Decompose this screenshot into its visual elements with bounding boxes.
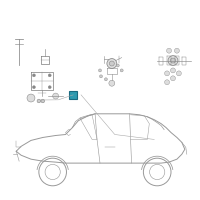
Circle shape: [168, 56, 178, 65]
Circle shape: [165, 71, 170, 76]
Circle shape: [171, 58, 175, 63]
Circle shape: [120, 69, 123, 72]
Circle shape: [174, 48, 179, 53]
Circle shape: [32, 74, 35, 77]
Circle shape: [37, 99, 41, 103]
Bar: [69, 91, 77, 99]
Circle shape: [27, 94, 35, 102]
Circle shape: [41, 99, 45, 103]
Circle shape: [167, 48, 171, 53]
Circle shape: [176, 71, 181, 76]
Circle shape: [48, 86, 51, 89]
Circle shape: [109, 61, 114, 66]
Circle shape: [107, 59, 117, 68]
Circle shape: [99, 69, 101, 72]
Circle shape: [171, 68, 175, 73]
Circle shape: [48, 74, 51, 77]
Circle shape: [53, 93, 59, 99]
Circle shape: [116, 64, 119, 67]
Circle shape: [109, 80, 115, 86]
Circle shape: [32, 86, 35, 89]
Circle shape: [171, 76, 175, 81]
Circle shape: [100, 75, 102, 78]
Circle shape: [104, 78, 107, 81]
Circle shape: [165, 80, 170, 85]
